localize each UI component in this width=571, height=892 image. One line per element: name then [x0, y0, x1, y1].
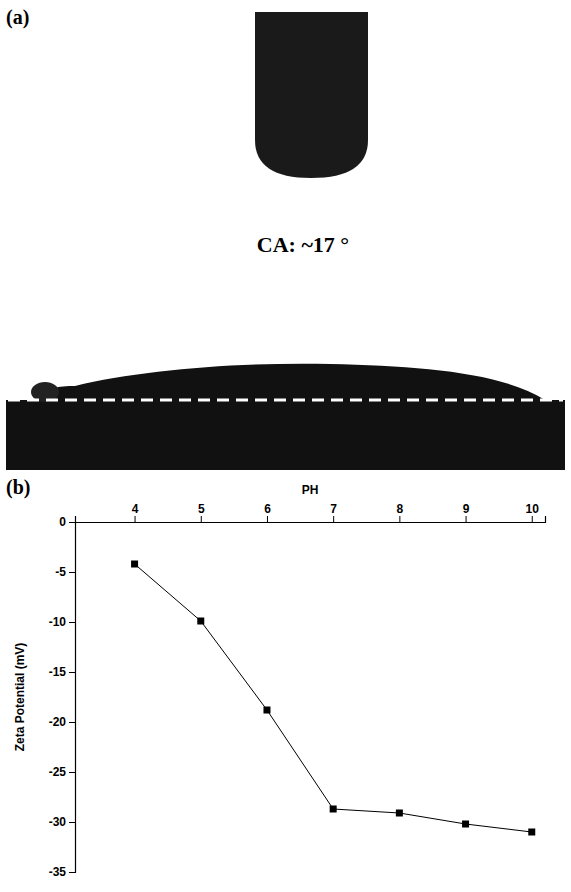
x-axis-title: PH: [302, 483, 319, 497]
tick: -30: [49, 815, 75, 829]
data-point: [197, 618, 204, 625]
data-point: [263, 707, 270, 714]
tick-label: 5: [198, 502, 205, 516]
photo-panel: (a) CA: ~17 °: [4, 4, 567, 472]
tick-label: 8: [397, 502, 404, 516]
tick-mark: [466, 516, 467, 522]
tick: -10: [49, 615, 75, 629]
tick: 4: [132, 502, 139, 522]
tick-mark: [267, 516, 268, 522]
axis-line: [69, 523, 76, 873]
y-axis: 0 -5 -10 -15 -20 -25 -30 -35: [49, 515, 76, 879]
tick-label: -5: [55, 565, 66, 579]
plot-area: [131, 561, 535, 836]
tick: 6: [264, 502, 271, 522]
tick-label: 0: [59, 515, 66, 529]
photo-background: [4, 4, 567, 472]
tick: 9: [463, 502, 470, 522]
tick-mark: [201, 516, 202, 522]
needle: [255, 12, 368, 178]
tick-mark: [69, 872, 75, 873]
panel-label: (b): [6, 476, 30, 499]
tick-mark: [399, 516, 400, 522]
tick-label: 7: [330, 502, 337, 516]
droplet: [40, 364, 545, 400]
data-line: [135, 564, 532, 832]
baseline: [8, 399, 563, 402]
tick: -15: [49, 665, 75, 679]
chart-panel: (b) 4 5 6 7 8 9 10 0 -5 -10 -15 -20 -25 -30 -35 PH Zeta P…: [6, 476, 546, 879]
annotation: CA: ~17 °: [257, 232, 349, 257]
tick-label: -25: [49, 765, 67, 779]
tick-mark: [69, 572, 75, 573]
tick: -20: [49, 715, 75, 729]
tick: -5: [55, 565, 75, 579]
figure: (a) CA: ~17 ° (b) 4 5 6 7 8 9 10 0 -5 -10 -15 -20 -25 -3…: [0, 0, 571, 892]
data-point: [131, 561, 138, 568]
tick: -25: [49, 765, 75, 779]
x-axis: 4 5 6 7 8 9 10: [76, 502, 546, 523]
tick-label: 6: [264, 502, 271, 516]
tick-mark: [69, 622, 75, 623]
tick-mark: [69, 672, 75, 673]
tick-mark: [69, 822, 75, 823]
panel-label: (a): [6, 6, 29, 29]
tick-label: -30: [49, 815, 67, 829]
tick-mark: [69, 522, 75, 523]
tick-label: -35: [49, 865, 67, 879]
tick: 5: [198, 502, 205, 522]
tick: 10: [526, 502, 540, 522]
tick-label: 10: [526, 502, 540, 516]
tick: 7: [330, 502, 337, 522]
tick-label: -10: [49, 615, 67, 629]
axis-line: [76, 516, 546, 523]
tick-label: -20: [49, 715, 67, 729]
tick-label: 4: [132, 502, 139, 516]
tick-label: -15: [49, 665, 67, 679]
tick-mark: [69, 772, 75, 773]
tick: 0: [59, 515, 75, 529]
data-point: [330, 806, 337, 813]
tick-mark: [135, 516, 136, 522]
tick-mark: [333, 516, 334, 522]
data-point: [462, 821, 469, 828]
tick: 8: [397, 502, 404, 522]
substrate: [6, 400, 565, 470]
tick-label: 9: [463, 502, 470, 516]
tick: -35: [49, 865, 75, 879]
data-point: [396, 810, 403, 817]
y-axis-title: Zeta Potential (mV): [13, 643, 27, 752]
tick-mark: [69, 722, 75, 723]
tick-mark: [532, 516, 533, 522]
data-point: [528, 829, 535, 836]
